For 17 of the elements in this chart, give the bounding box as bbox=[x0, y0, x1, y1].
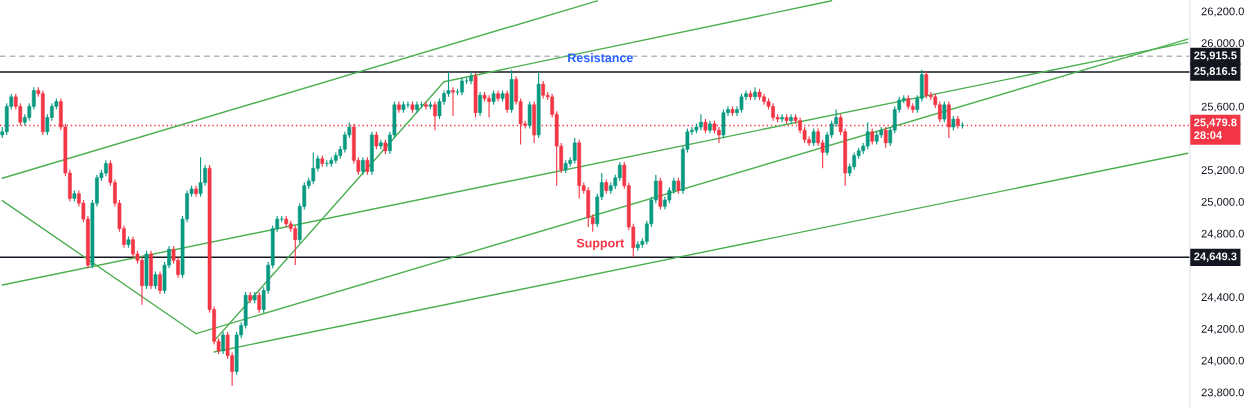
y-tick-label: 25,000.0 bbox=[1201, 197, 1244, 208]
y-tick-label: 24,800.0 bbox=[1201, 229, 1244, 239]
y-tick-label: 23,800.0 bbox=[1201, 388, 1244, 398]
y-tick-label: 24,400.0 bbox=[1201, 293, 1244, 303]
y-tick-label: 25,200.0 bbox=[1201, 166, 1244, 176]
annotation: Resistance bbox=[568, 53, 633, 63]
y-tick-label: 25,600.0 bbox=[1201, 102, 1244, 112]
y-tick-label: 24,200.0 bbox=[1201, 324, 1244, 335]
ref-line-label: 25,479.8 bbox=[1194, 118, 1237, 128]
ref-line-label: 24,649.3 bbox=[1194, 252, 1237, 262]
text: 28:04 bbox=[1194, 131, 1223, 140]
ref-line-label: 25,816.5 bbox=[1194, 67, 1237, 77]
y-tick-label: 26,000.0 bbox=[1201, 39, 1244, 49]
ref-line-label: 25,915.5 bbox=[1194, 51, 1237, 61]
y-tick-label: 24,000.0 bbox=[1201, 356, 1244, 366]
y-tick-label: 26,200.0 bbox=[1201, 7, 1244, 17]
annotation: Support bbox=[576, 238, 625, 250]
